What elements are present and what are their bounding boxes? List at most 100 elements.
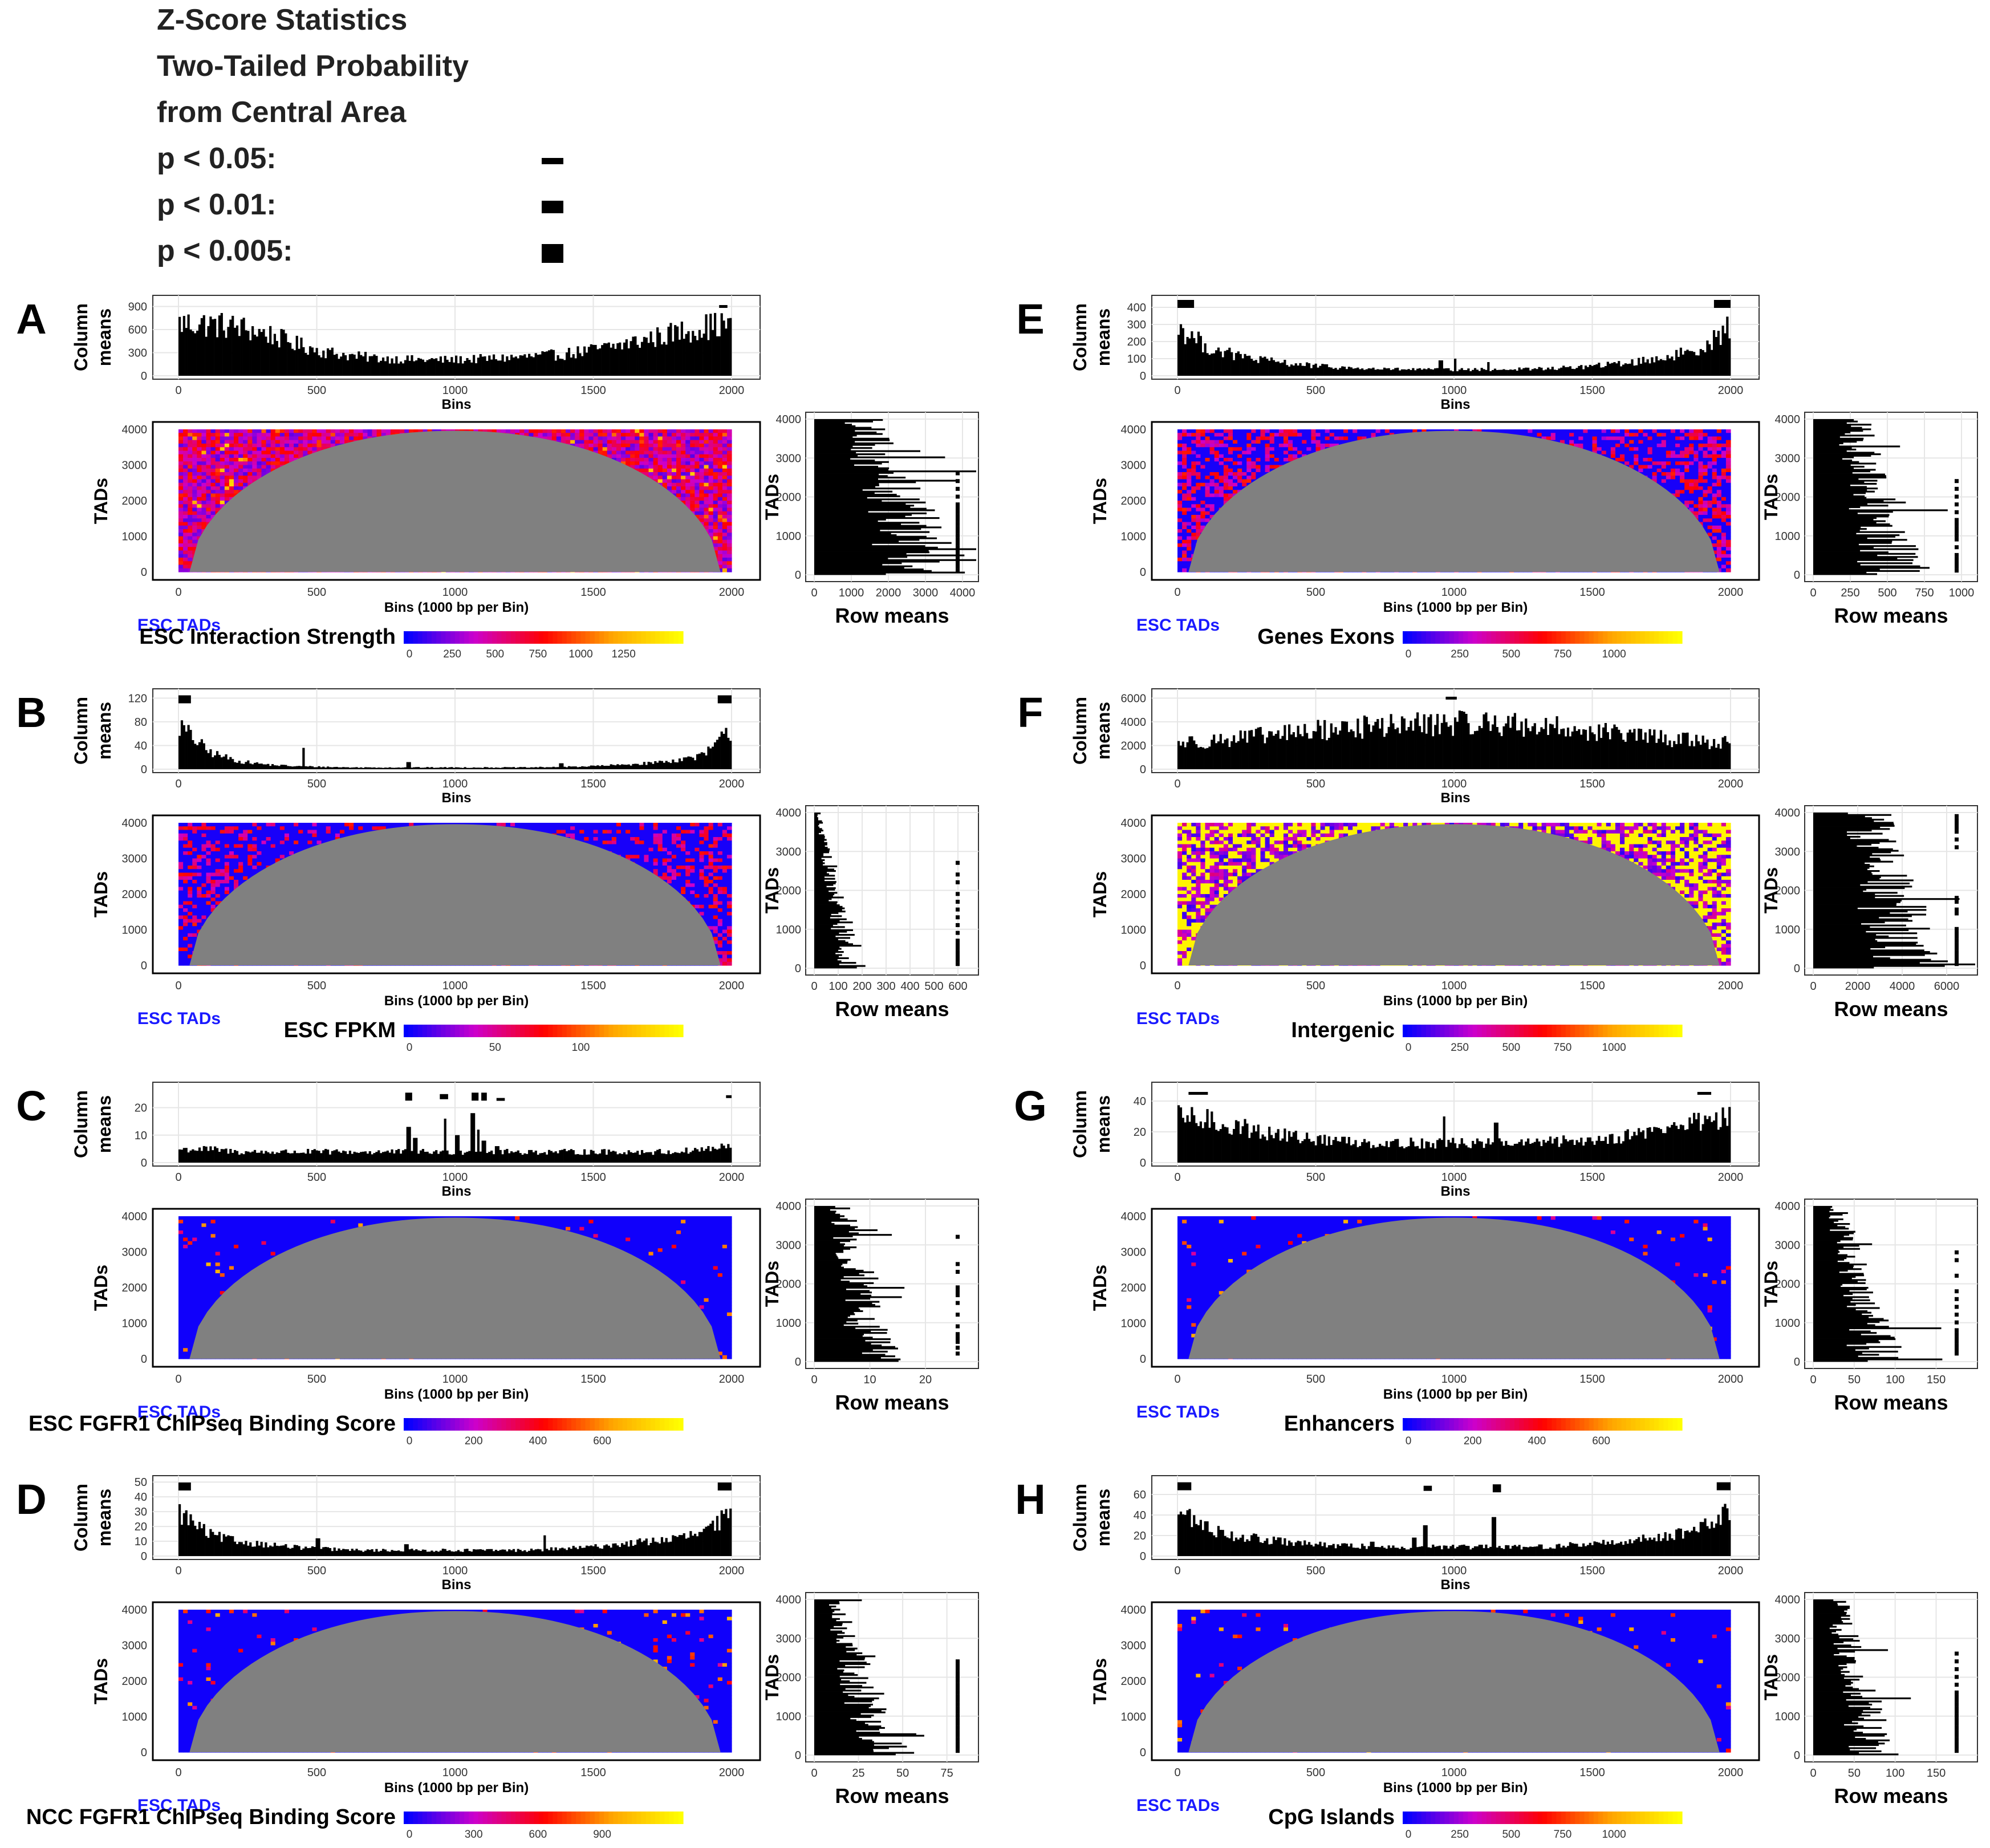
- column-mean-bar: [314, 352, 316, 376]
- heatmap-cell: [718, 433, 723, 437]
- heatmap-cell: [704, 447, 709, 451]
- heatmap-cell: [727, 508, 732, 512]
- heatmap-cell: [234, 486, 239, 490]
- heatmap-cell: [206, 480, 212, 484]
- heatmap-cell: [211, 429, 216, 433]
- heatmap-cell: [234, 429, 239, 433]
- heatmap-cell: [713, 454, 718, 458]
- heatmap-cell: [197, 501, 202, 505]
- heatmap-cell: [188, 518, 193, 522]
- heatmap-cell: [713, 490, 718, 494]
- heatmap-cell: [243, 451, 248, 455]
- heatmap-cell: [658, 469, 663, 473]
- heatmap-cell: [201, 444, 206, 448]
- heatmap-cell: [266, 451, 271, 455]
- heatmap-cell: [238, 458, 243, 462]
- heatmap-cell: [727, 472, 732, 476]
- column-mean-bar: [207, 326, 209, 376]
- heatmap-cell: [626, 451, 631, 455]
- heatmap-cell: [685, 447, 691, 451]
- heatmap-cell: [695, 476, 700, 480]
- heatmap-cell: [653, 444, 659, 448]
- heatmap-cell: [709, 447, 714, 451]
- heatmap-cell: [247, 480, 253, 484]
- heatmap-cell: [681, 476, 686, 480]
- column-mean-bar: [407, 355, 409, 376]
- heatmap-cell: [653, 476, 659, 480]
- column-mean-bar: [648, 343, 650, 376]
- heatmap-cell: [699, 476, 704, 480]
- heatmap-cell: [718, 508, 723, 512]
- heatmap-cell: [201, 490, 206, 494]
- heatmap-cell: [653, 465, 659, 469]
- heatmap-cell: [289, 451, 294, 455]
- heatmap-cell: [722, 454, 728, 458]
- heatmap-cell: [188, 494, 193, 498]
- heatmap-cell: [183, 515, 188, 519]
- heatmap-cell: [183, 480, 188, 484]
- heatmap-cell: [690, 440, 695, 444]
- heatmap-cell: [391, 429, 396, 433]
- heatmap-cell: [699, 437, 704, 441]
- heatmap-cell: [229, 494, 234, 498]
- x-tick-label: 1000: [442, 384, 468, 397]
- column-mean-bar: [185, 328, 188, 376]
- column-mean-bar: [251, 326, 254, 376]
- heatmap-cell: [635, 461, 640, 465]
- heatmap-cell: [183, 511, 188, 515]
- column-mean-bar: [375, 356, 377, 376]
- column-mean-bar: [634, 336, 636, 376]
- column-mean-bar: [364, 352, 367, 376]
- column-mean-bar: [258, 329, 261, 376]
- heatmap-cell: [709, 508, 714, 512]
- heatmap-cell: [252, 472, 257, 476]
- significance-mark: [719, 305, 728, 308]
- heatmap-cell: [243, 461, 248, 465]
- heatmap-cell: [676, 451, 681, 455]
- column-mean-bar: [692, 331, 694, 376]
- heatmap-cell: [722, 515, 728, 519]
- heatmap-cell: [672, 483, 677, 487]
- heatmap-cell: [262, 429, 267, 433]
- heatmap-cell: [584, 444, 589, 448]
- heatmap-cell: [709, 518, 714, 522]
- heatmap-cell: [681, 440, 686, 444]
- heatmap-cell: [178, 451, 184, 455]
- heatmap-cell: [709, 454, 714, 458]
- heatmap-cell: [649, 461, 654, 465]
- heatmap-cell: [225, 440, 230, 444]
- heatmap-cell: [220, 486, 225, 490]
- heatmap-cell: [243, 447, 248, 451]
- heatmap-cell: [206, 472, 212, 476]
- heatmap-cell: [663, 480, 668, 484]
- heatmap-cell: [225, 480, 230, 484]
- heatmap-cell: [727, 461, 732, 465]
- heatmap-cell: [704, 490, 709, 494]
- heatmap-cell: [183, 461, 188, 465]
- heatmap-cell: [699, 465, 704, 469]
- heatmap-cell: [695, 486, 700, 490]
- heatmap-cell: [201, 501, 206, 505]
- heatmap-cell: [247, 437, 253, 441]
- heatmap-cell: [247, 465, 253, 469]
- heatmap-cell: [188, 440, 193, 444]
- heatmap-cell: [303, 437, 308, 441]
- heatmap-cell: [667, 447, 672, 451]
- column-mean-bar: [628, 348, 630, 376]
- heatmap-cell: [588, 440, 594, 444]
- heatmap-cell: [639, 433, 644, 437]
- heatmap-cell: [252, 444, 257, 448]
- heatmap-cell: [201, 447, 206, 451]
- column-mean-bar: [344, 355, 347, 376]
- heatmap-cell: [598, 437, 603, 441]
- heatmap-cell: [713, 469, 718, 473]
- heatmap-cell: [298, 451, 303, 455]
- heatmap-cell: [612, 429, 617, 433]
- heatmap-cell: [252, 465, 257, 469]
- heatmap-cell: [238, 472, 243, 476]
- heatmap-cell: [658, 444, 663, 448]
- heatmap-cell: [262, 451, 267, 455]
- heatmap-cell: [658, 433, 663, 437]
- heatmap-cell: [681, 458, 686, 462]
- heatmap-cell: [699, 483, 704, 487]
